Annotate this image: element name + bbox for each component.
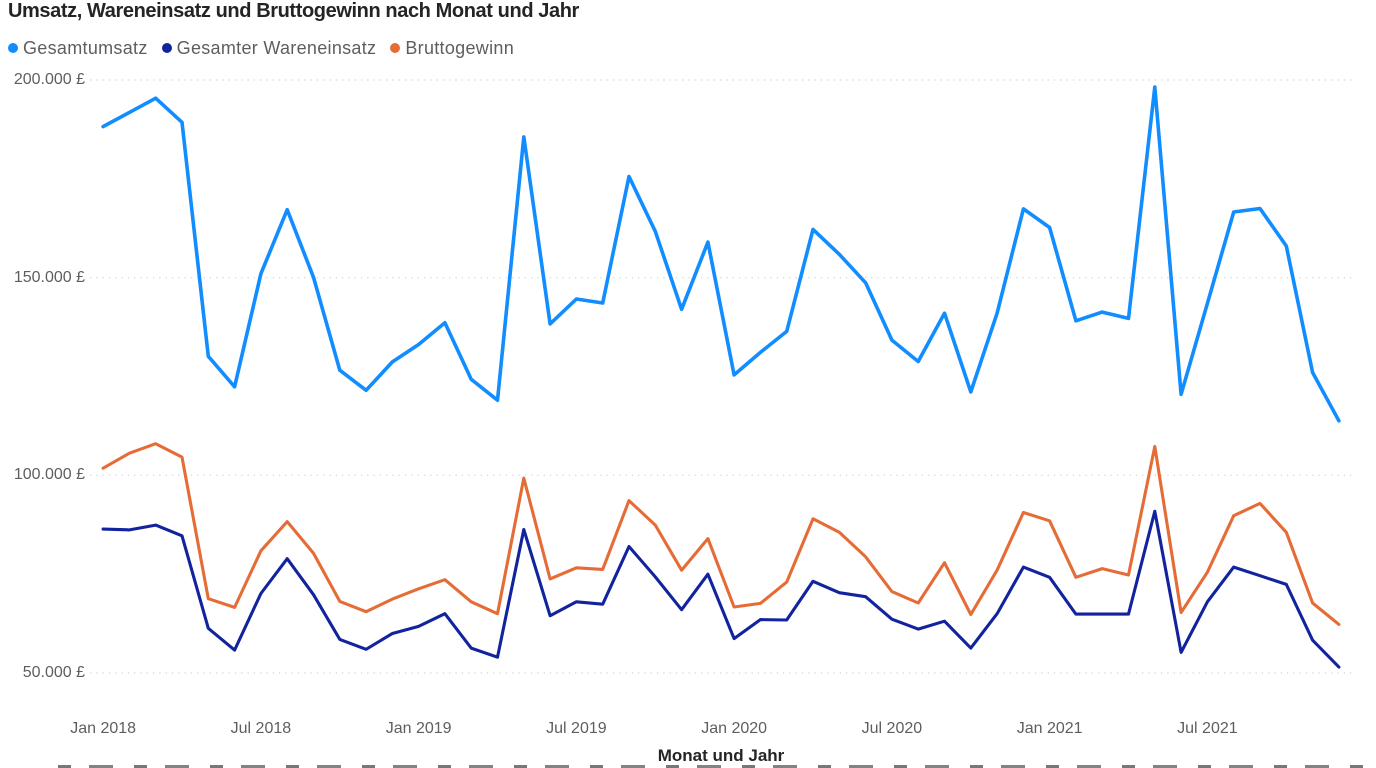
- y-axis-label-150000: 150.000 £: [13, 268, 85, 286]
- x-axis-label-jan-2021: Jan 2021: [1016, 720, 1083, 737]
- x-axis-label-jan-2019: Jan 2019: [385, 720, 452, 737]
- x-axis-label-jul-2018: Jul 2018: [230, 720, 292, 737]
- y-axis-label-200000: 200.000 £: [13, 71, 85, 88]
- series-line-gesamtumsatz: [101, 85, 1341, 423]
- x-axis-label-jan-2020: Jan 2020: [701, 720, 768, 737]
- legend-label-wareneinsatz: Gesamter Wareneinsatz: [176, 37, 377, 58]
- series-line-bruttogewinn: [101, 442, 1341, 626]
- legend: Gesamtumsatz Gesamter Wareneinsatz Brutt…: [8, 37, 514, 59]
- x-axis-label-jul-2021: Jul 2021: [1177, 720, 1238, 737]
- x-axis-label-jul-2020: Jul 2020: [861, 720, 923, 737]
- y-axis-label-100000: 100.000 £: [13, 466, 85, 484]
- legend-dot-wareneinsatz-icon: [161, 43, 172, 53]
- legend-dot-bruttogewinn-icon: [390, 43, 401, 53]
- legend-label-gesamtumsatz: Gesamtumsatz: [23, 37, 148, 58]
- x-axis-title: Monat und Jahr: [657, 746, 785, 765]
- x-axis-label-jul-2019: Jul 2019: [546, 720, 607, 737]
- legend-item-gesamtumsatz[interactable]: Gesamtumsatz: [8, 38, 148, 59]
- legend-dot-gesamtumsatz-icon: [8, 43, 18, 53]
- legend-item-gesamter-wareneinsatz[interactable]: Gesamter Wareneinsatz: [161, 37, 377, 59]
- legend-label-bruttogewinn: Bruttogewinn: [405, 37, 515, 58]
- x-axis-label-jan-2018: Jan 2018: [70, 720, 137, 737]
- series-line-gesamter-wareneinsatz: [101, 509, 1341, 669]
- chart-title: Umsatz, Wareneinsatz und Bruttogewinn na…: [8, 0, 579, 22]
- legend-item-bruttogewinn[interactable]: Bruttogewinn: [390, 38, 514, 59]
- clipped-content-strip: [58, 765, 1376, 768]
- y-axis-label-50000: 50.000 £: [22, 664, 85, 681]
